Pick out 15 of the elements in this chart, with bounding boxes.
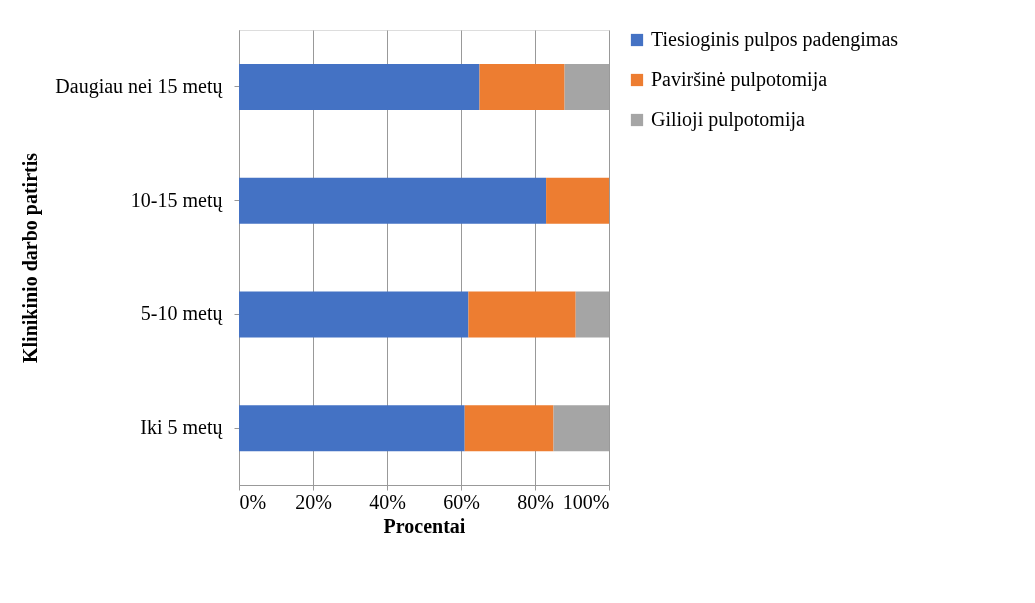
y-tick-label: 10-15 metų	[130, 188, 224, 212]
legend-label: Paviršinė pulpotomija	[651, 68, 828, 91]
y-tick-label: Daugiau nei 15 metų	[55, 74, 224, 98]
x-tick-label: 20%	[295, 490, 332, 513]
y-axis-title: Klinikinio darbo patirtis	[19, 152, 43, 364]
x-axis-title: Procentai	[383, 514, 466, 537]
legend-label: Tiesioginis pulpos padengimas	[651, 28, 899, 51]
y-tick-label: 5-10 metų	[140, 302, 224, 326]
x-tick-label: 100%	[562, 490, 610, 513]
x-tick-label: 80%	[517, 490, 554, 513]
x-tick-label: 0%	[239, 490, 267, 513]
legend-label: Gilioji pulpotomija	[651, 108, 806, 131]
x-tick-label: 40%	[369, 490, 406, 513]
y-tick-label: Iki 5 metų	[140, 416, 224, 440]
x-tick-label: 60%	[443, 490, 480, 513]
